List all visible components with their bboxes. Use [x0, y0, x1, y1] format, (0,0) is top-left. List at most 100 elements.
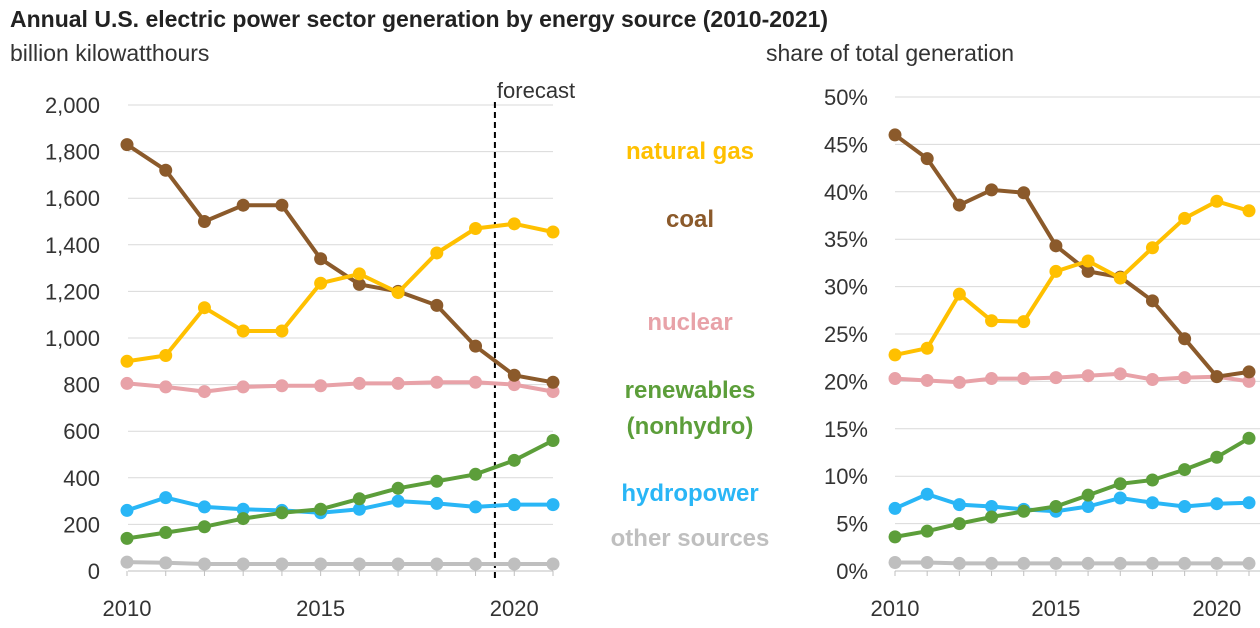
left-x-tick-label: 2015: [296, 596, 345, 621]
right-point-other-sources: [985, 556, 999, 570]
left-y-tick-label: 1,600: [45, 186, 100, 211]
right-point-renewables-nonhydro: [1113, 477, 1127, 491]
chart-title: Annual U.S. electric power sector genera…: [10, 6, 829, 32]
right-point-natural-gas: [1113, 271, 1127, 285]
left-point-natural-gas: [469, 221, 483, 235]
right-point-coal: [1081, 264, 1095, 278]
left-point-nuclear: [275, 379, 289, 393]
right-point-hydropower: [1242, 496, 1256, 510]
left-point-nuclear: [391, 376, 405, 390]
right-point-natural-gas: [1017, 315, 1031, 329]
left-point-hydropower: [546, 498, 560, 512]
right-point-other-sources: [1242, 556, 1256, 570]
left-point-hydropower: [197, 500, 211, 514]
right-point-coal: [1178, 332, 1192, 346]
left-y-tick-label: 2,000: [45, 93, 100, 118]
right-point-hydropower: [985, 500, 999, 514]
right-point-hydropower: [1113, 491, 1127, 505]
legend-label-coal: coal: [666, 206, 714, 233]
right-y-tick-label: 50%: [824, 85, 868, 110]
left-y-tick-label: 800: [63, 373, 100, 398]
left-point-renewables-nonhydro: [507, 453, 521, 467]
right-point-other-sources: [1113, 556, 1127, 570]
left-point-coal: [546, 375, 560, 389]
left-x-tick-label: 2010: [103, 596, 152, 621]
left-point-natural-gas: [120, 354, 134, 368]
left-point-renewables-nonhydro: [197, 520, 211, 534]
left-y-tick-label: 0: [88, 559, 100, 584]
right-x-tick-label: 2020: [1192, 596, 1241, 621]
right-point-nuclear: [1178, 371, 1192, 385]
left-point-nuclear: [507, 378, 521, 392]
left-point-hydropower: [469, 500, 483, 514]
right-point-coal: [1049, 239, 1063, 253]
right-point-natural-gas: [888, 348, 902, 362]
left-series-renewables-nonhydro-line: [126, 438, 554, 541]
left-point-hydropower: [120, 503, 134, 517]
right-point-natural-gas: [1242, 204, 1256, 218]
left-point-natural-gas: [159, 348, 173, 362]
left-point-coal: [275, 198, 289, 212]
left-point-hydropower: [159, 491, 173, 505]
left-point-other-sources: [275, 557, 289, 571]
left-y-tick-label: 1,200: [45, 279, 100, 304]
right-point-natural-gas: [1210, 194, 1224, 208]
left-point-coal: [236, 198, 250, 212]
left-point-other-sources: [197, 557, 211, 571]
right-point-other-sources: [920, 555, 934, 569]
right-point-hydropower: [1081, 500, 1095, 514]
left-point-nuclear: [314, 379, 328, 393]
right-point-other-sources: [1017, 556, 1031, 570]
right-point-nuclear: [1113, 367, 1127, 381]
left-point-natural-gas: [507, 217, 521, 231]
legend-label-other-sources: other sources: [611, 525, 770, 552]
right-point-nuclear: [985, 372, 999, 386]
right-point-renewables-nonhydro: [1145, 473, 1159, 487]
right-y-tick-label: 40%: [824, 180, 868, 205]
left-y-tick-label: 400: [63, 466, 100, 491]
left-point-renewables-nonhydro: [236, 512, 250, 526]
left-point-natural-gas: [546, 225, 560, 239]
left-point-coal: [469, 339, 483, 353]
right-point-renewables-nonhydro: [985, 510, 999, 524]
right-y-tick-label: 25%: [824, 322, 868, 347]
legend-label-nuclear: nuclear: [647, 309, 732, 336]
left-point-coal: [430, 298, 444, 312]
left-point-other-sources: [391, 557, 405, 571]
right-y-tick-label: 30%: [824, 275, 868, 300]
right-point-nuclear: [1017, 372, 1031, 386]
right-point-nuclear: [888, 372, 902, 386]
left-point-coal: [507, 368, 521, 382]
left-point-coal: [314, 252, 328, 266]
left-point-renewables-nonhydro: [546, 434, 560, 448]
right-point-coal: [920, 152, 934, 166]
right-point-other-sources: [952, 556, 966, 570]
left-point-hydropower: [507, 498, 521, 512]
left-point-hydropower: [352, 502, 366, 516]
right-y-axis-unit: share of total generation: [766, 40, 1015, 66]
right-point-natural-gas: [1049, 264, 1063, 278]
right-series-coal-line: [893, 133, 1250, 379]
left-point-hydropower: [236, 502, 250, 516]
right-point-natural-gas: [1145, 241, 1159, 255]
right-point-coal: [888, 128, 902, 142]
left-point-other-sources: [120, 555, 134, 569]
legend-label-natural-gas: natural gas: [626, 138, 754, 165]
left-point-natural-gas: [430, 246, 444, 260]
forecast-label: forecast: [497, 78, 575, 103]
left-y-axis-unit: billion kilowatthours: [10, 40, 210, 66]
right-point-nuclear: [920, 373, 934, 387]
left-series-nuclear-line: [126, 380, 554, 394]
right-point-hydropower: [1210, 497, 1224, 511]
left-point-nuclear: [352, 376, 366, 390]
left-point-renewables-nonhydro: [120, 531, 134, 545]
right-point-other-sources: [1049, 556, 1063, 570]
left-series-other-sources-line: [126, 560, 553, 566]
left-point-nuclear: [546, 385, 560, 399]
right-point-coal: [1017, 186, 1031, 200]
right-point-renewables-nonhydro: [888, 530, 902, 544]
left-point-renewables-nonhydro: [430, 474, 444, 488]
left-point-hydropower: [391, 494, 405, 508]
left-x-tick-label: 2020: [490, 596, 539, 621]
left-point-nuclear: [430, 375, 444, 389]
